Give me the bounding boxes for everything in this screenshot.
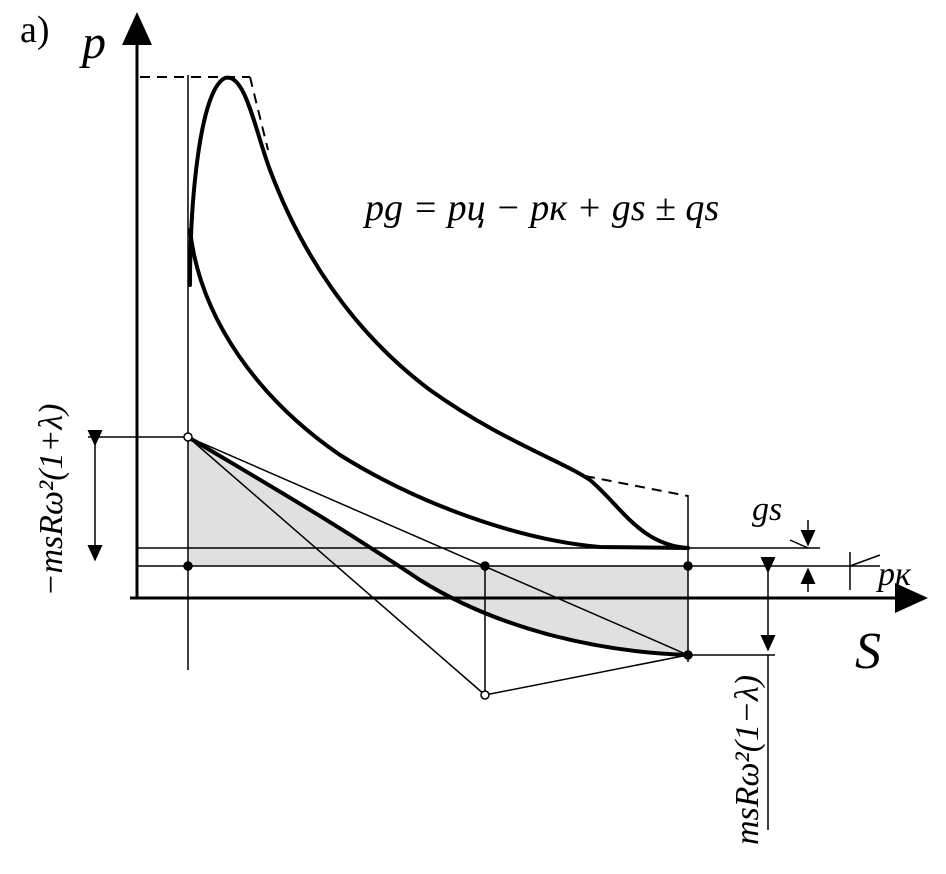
panel-label: a) bbox=[20, 9, 50, 51]
construction bbox=[484, 654, 689, 696]
chord bbox=[187, 436, 689, 656]
lower-inertia-label: msRω²(1−λ) bbox=[729, 675, 766, 845]
leader bbox=[849, 554, 881, 567]
x-axis-label: S bbox=[855, 623, 881, 680]
upper-inertia-label: −msRω²(1+λ) bbox=[33, 403, 70, 596]
points bbox=[183, 432, 693, 700]
inertia-curve bbox=[186, 435, 690, 657]
indicator-curve bbox=[188, 75, 690, 550]
dashed-line bbox=[249, 76, 269, 151]
dashed-line bbox=[584, 475, 689, 497]
compression-curve bbox=[188, 228, 690, 550]
formula: pg = pц − pк + gs ± qs bbox=[362, 187, 719, 229]
construction bbox=[187, 436, 486, 696]
gs-label: gs bbox=[752, 491, 782, 528]
pk-label: pк bbox=[876, 556, 912, 593]
y-axis-label: p bbox=[79, 16, 106, 69]
leader bbox=[789, 539, 809, 549]
